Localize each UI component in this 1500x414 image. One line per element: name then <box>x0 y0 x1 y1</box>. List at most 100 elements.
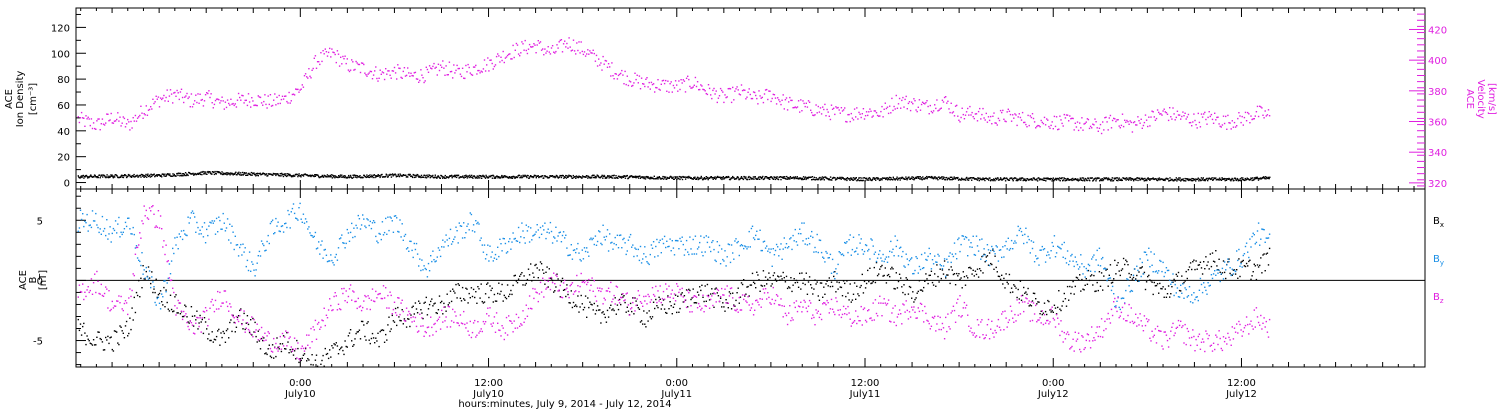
by-point <box>336 254 337 255</box>
bx-point <box>426 297 427 298</box>
velocity-point <box>676 84 677 85</box>
velocity-point <box>500 57 501 58</box>
density-point <box>859 180 860 181</box>
density-point <box>1221 177 1222 178</box>
velocity-point <box>1265 110 1266 111</box>
velocity-point <box>913 98 914 99</box>
velocity-point <box>895 108 896 109</box>
bx-point <box>830 286 831 287</box>
density-point <box>1064 178 1065 179</box>
density-point <box>1179 179 1180 180</box>
density-point <box>669 178 670 179</box>
velocity-point <box>327 55 328 56</box>
velocity-point <box>867 115 868 116</box>
density-point <box>899 177 900 178</box>
bx-point <box>997 271 998 272</box>
by-point <box>165 291 166 292</box>
by-point <box>360 228 361 229</box>
density-point <box>687 177 688 178</box>
velocity-point <box>264 94 265 95</box>
density-point <box>1143 178 1144 179</box>
velocity-point <box>516 43 517 44</box>
density-point <box>919 178 920 179</box>
velocity-point <box>384 79 385 80</box>
velocity-point <box>1213 123 1214 124</box>
bx-point <box>747 286 748 287</box>
bx-point <box>907 279 908 280</box>
velocity-point <box>1033 118 1034 119</box>
velocity-point <box>850 121 851 122</box>
by-point <box>452 241 453 242</box>
bx-point <box>199 315 200 316</box>
by-point <box>251 261 252 262</box>
density-point <box>332 175 333 176</box>
velocity-point <box>1190 122 1191 123</box>
by-point <box>570 254 571 255</box>
velocity-point <box>1182 111 1183 112</box>
bx-point <box>821 282 822 283</box>
density-point <box>437 177 438 178</box>
velocity-point <box>788 101 789 102</box>
by-point <box>405 234 406 235</box>
velocity-point <box>128 121 129 122</box>
by-point <box>590 238 591 239</box>
density-point <box>240 172 241 173</box>
velocity-point <box>483 68 484 69</box>
velocity-point <box>1162 110 1163 111</box>
density-point <box>1190 179 1191 180</box>
velocity-point <box>869 108 870 109</box>
density-point <box>1130 177 1131 178</box>
by-point <box>364 225 365 226</box>
bx-point <box>533 277 534 278</box>
velocity-point <box>310 77 311 78</box>
bx-point <box>493 301 494 302</box>
bx-point <box>979 268 980 269</box>
density-point <box>186 175 187 176</box>
by-point <box>504 238 505 239</box>
velocity-point <box>1000 110 1001 111</box>
bx-point <box>84 332 85 333</box>
velocity-point <box>963 114 964 115</box>
velocity-point <box>839 109 840 110</box>
density-point <box>868 178 869 179</box>
velocity-point <box>669 83 670 84</box>
velocity-point <box>397 64 398 65</box>
density-point <box>749 179 750 180</box>
bx-point <box>85 344 86 345</box>
bx-point <box>1147 276 1148 277</box>
by-point <box>153 286 154 287</box>
by-point <box>497 247 498 248</box>
velocity-point <box>1236 125 1237 126</box>
bx-point <box>1195 260 1196 261</box>
velocity-point <box>461 76 462 77</box>
bx-point <box>119 325 120 326</box>
by-point <box>171 260 172 261</box>
density-point <box>714 176 715 177</box>
by-point <box>228 239 229 240</box>
velocity-point <box>1212 119 1213 120</box>
density-point <box>303 175 304 176</box>
velocity-point <box>576 42 577 43</box>
by-point <box>413 257 414 258</box>
velocity-point <box>665 80 666 81</box>
velocity-point <box>162 98 163 99</box>
density-point <box>86 176 87 177</box>
velocity-point <box>218 99 219 100</box>
density-point <box>235 172 236 173</box>
velocity-point <box>380 70 381 71</box>
velocity-point <box>949 112 950 113</box>
bx-point <box>1025 291 1026 292</box>
bx-point <box>1236 269 1237 270</box>
density-point <box>685 178 686 179</box>
density-point <box>334 175 335 176</box>
by-point <box>140 265 141 266</box>
velocity-point <box>699 89 700 90</box>
density-point <box>205 171 206 172</box>
bx-point <box>711 288 712 289</box>
density-point <box>131 177 132 178</box>
velocity-point <box>315 55 316 56</box>
velocity-point <box>521 41 522 42</box>
velocity-point <box>1094 118 1095 119</box>
bx-point <box>313 364 314 365</box>
density-point <box>1198 178 1199 179</box>
